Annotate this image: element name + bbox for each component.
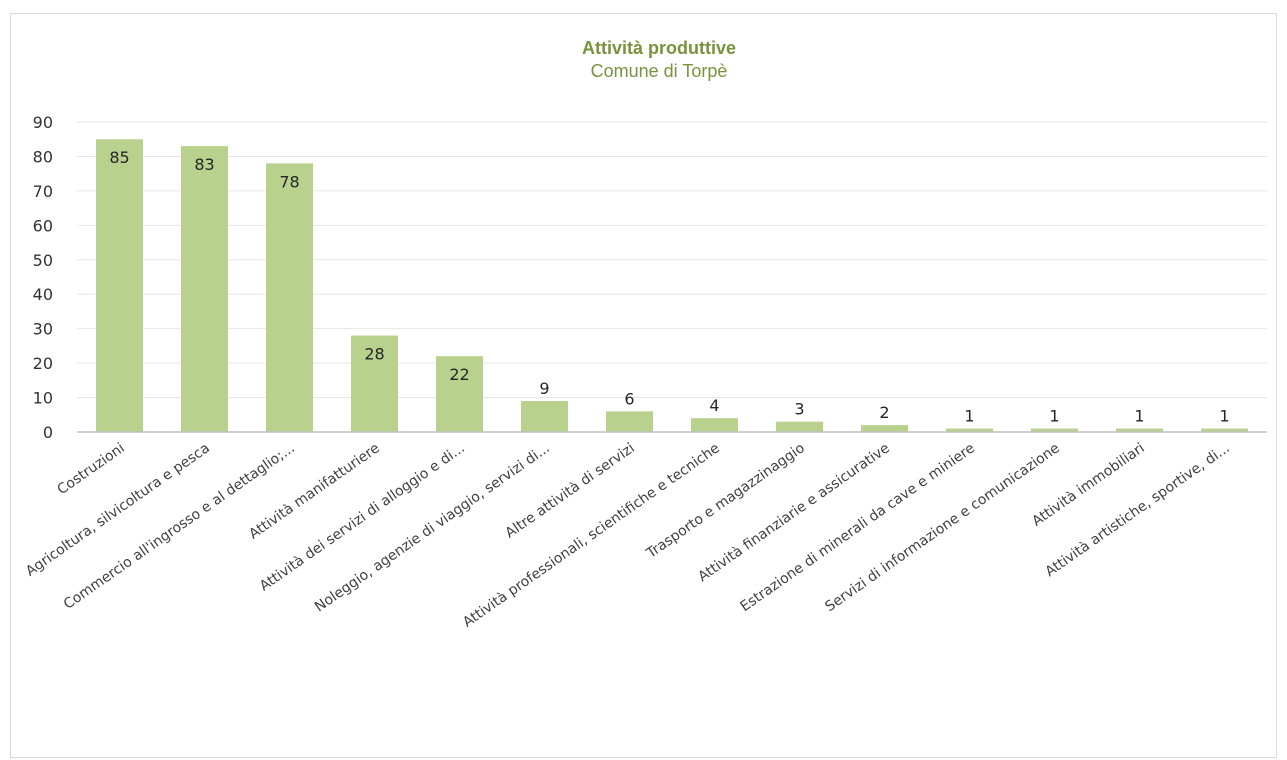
bar bbox=[861, 425, 908, 432]
bar bbox=[266, 163, 313, 433]
y-tick-label: 50 bbox=[33, 251, 53, 270]
y-tick-label: 20 bbox=[33, 354, 53, 373]
data-label: 6 bbox=[624, 389, 634, 408]
x-tick-label: Attività artistiche, sportive, di... bbox=[1042, 440, 1232, 580]
data-label: 1 bbox=[964, 407, 974, 426]
chart-subtitle: Comune di Torpè bbox=[591, 61, 728, 81]
y-tick-label: 90 bbox=[33, 113, 53, 132]
y-tick-label: 60 bbox=[33, 216, 53, 235]
bar bbox=[691, 418, 738, 432]
data-label: 28 bbox=[364, 345, 384, 364]
y-tick-label: 10 bbox=[33, 389, 53, 408]
data-label: 9 bbox=[539, 379, 549, 398]
bars: 85 83 78 28 22 9 6 4 3 2 1 1 1 1 bbox=[96, 139, 1248, 433]
data-label: 22 bbox=[449, 365, 469, 384]
bar bbox=[1201, 428, 1248, 432]
bar bbox=[1116, 428, 1163, 432]
y-tick-label: 80 bbox=[33, 147, 53, 166]
data-label: 83 bbox=[194, 155, 214, 174]
chart-title: Attività produttive bbox=[582, 38, 736, 58]
bar bbox=[1031, 428, 1078, 432]
bar bbox=[351, 335, 398, 432]
bar bbox=[96, 139, 143, 432]
x-tick-label: Trasporto e magazzinaggio bbox=[643, 440, 808, 562]
y-tick-label: 0 bbox=[43, 423, 53, 442]
bar bbox=[181, 146, 228, 432]
y-axis: 0 10 20 30 40 50 60 70 80 90 bbox=[33, 113, 53, 442]
x-tick-label: Costruzioni bbox=[54, 440, 127, 498]
bar bbox=[521, 401, 568, 432]
bar bbox=[776, 421, 823, 432]
data-label: 78 bbox=[279, 172, 299, 191]
bar bbox=[606, 411, 653, 432]
y-tick-label: 70 bbox=[33, 182, 53, 201]
y-tick-label: 40 bbox=[33, 285, 53, 304]
y-tick-label: 30 bbox=[33, 320, 53, 339]
data-label: 85 bbox=[109, 148, 129, 167]
bar bbox=[946, 428, 993, 432]
data-label: 1 bbox=[1134, 407, 1144, 426]
data-label: 1 bbox=[1049, 407, 1059, 426]
bar bbox=[436, 356, 483, 432]
gridlines bbox=[77, 121, 1267, 399]
data-label: 2 bbox=[879, 403, 889, 422]
data-label: 3 bbox=[794, 400, 804, 419]
data-label: 1 bbox=[1219, 407, 1229, 426]
data-label: 4 bbox=[709, 396, 719, 415]
